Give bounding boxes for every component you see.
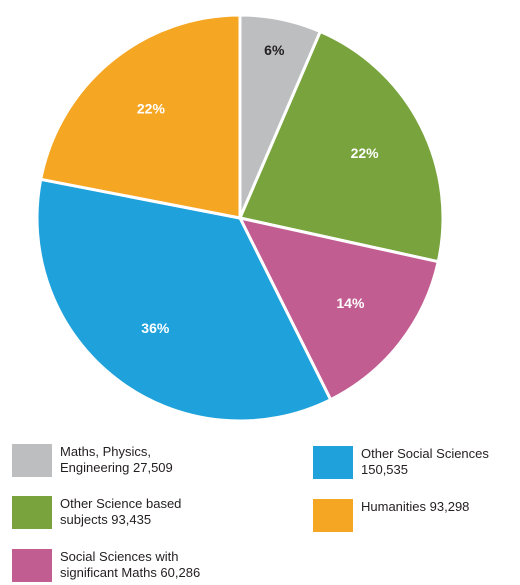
pie-slice-humanities bbox=[39, 13, 242, 220]
legend-item-social-sciences-maths: Social Sciences with significant Maths 6… bbox=[12, 549, 200, 582]
legend-item-humanities: Humanities 93,298 bbox=[313, 499, 469, 532]
pie-slice-label: 36% bbox=[141, 320, 170, 336]
pie-slice-other-science-based-subjects bbox=[238, 30, 445, 264]
legend-item-other-science: Other Science based subjects 93,435 bbox=[12, 496, 181, 529]
pie-slice-label: 6% bbox=[264, 42, 285, 58]
pie-slice-labels: 6% 22% 14% 36% 22% bbox=[137, 42, 379, 336]
legend-item-other-social-sciences: Other Social Sciences 150,535 bbox=[313, 446, 489, 479]
legend-label: Social Sciences with significant Maths 6… bbox=[60, 549, 201, 580]
legend-swatch bbox=[313, 446, 353, 479]
legend-swatch bbox=[313, 499, 353, 532]
legend-swatch bbox=[12, 496, 52, 529]
pie-slices bbox=[35, 13, 445, 423]
legend-label: Humanities 93,298 bbox=[361, 499, 470, 514]
legend-label: Other Social Sciences 150,535 bbox=[361, 446, 489, 477]
legend-swatch bbox=[12, 549, 52, 582]
pie-chart: 6% 22% 14% 36% 22% bbox=[35, 13, 445, 423]
legend-label: Maths, Physics, Engineering 27,509 bbox=[60, 444, 173, 475]
pie-slice-label: 14% bbox=[336, 295, 365, 311]
legend-item-maths-physics-engineering: Maths, Physics, Engineering 27,509 bbox=[12, 444, 173, 477]
pie-slice-other-social-sciences bbox=[35, 177, 333, 423]
pie-slice-label: 22% bbox=[137, 101, 166, 117]
legend-swatch bbox=[12, 444, 52, 477]
pie-slice-label: 22% bbox=[351, 145, 380, 161]
pie-slice-social-sciences-with-significant-maths bbox=[238, 216, 440, 402]
legend-label: Other Science based subjects 93,435 bbox=[60, 496, 182, 527]
